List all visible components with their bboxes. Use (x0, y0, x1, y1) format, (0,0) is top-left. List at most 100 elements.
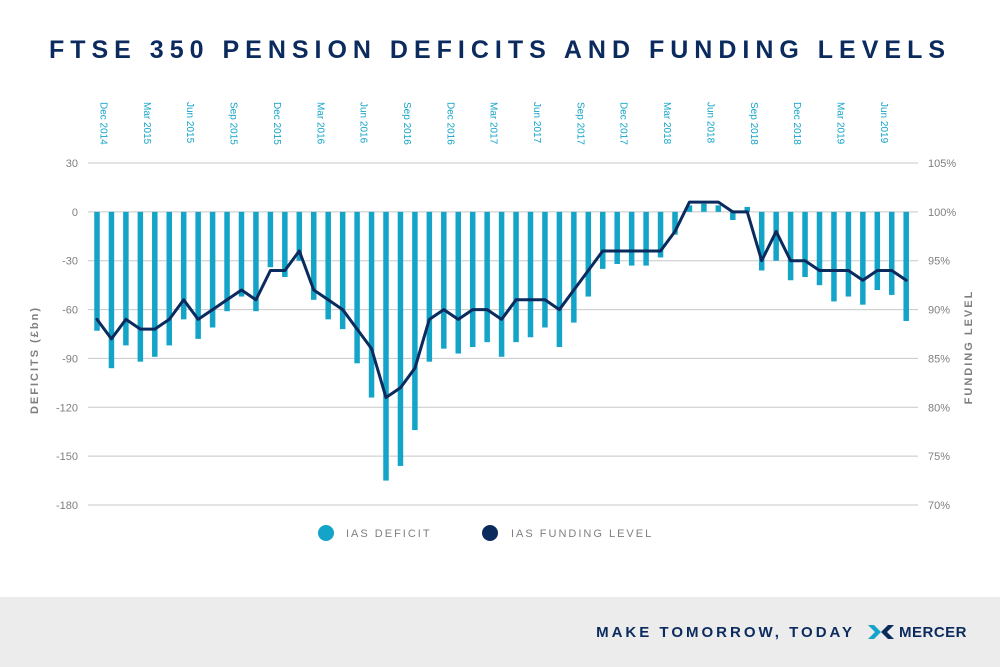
deficit-bar (137, 211, 144, 362)
left-tick-label: -180 (56, 500, 78, 512)
funding-point (355, 327, 359, 331)
deficit-bar (903, 211, 909, 321)
deficit-bar (513, 211, 519, 343)
legend-deficit-marker (318, 525, 334, 541)
funding-point (659, 249, 662, 253)
funding-point (312, 288, 315, 292)
deficit-bar (296, 211, 303, 261)
funding-point (153, 327, 156, 331)
x-tick-label: Dec 2017 (618, 102, 629, 145)
x-tick-label: Mar 2018 (661, 102, 672, 145)
chart-title: FTSE 350 PENSION DEFICITS AND FUNDING LE… (48, 36, 952, 64)
funding-point (702, 200, 706, 204)
x-tick-label: Mar 2017 (488, 102, 499, 145)
funding-point (717, 200, 720, 204)
deficit-bar (643, 211, 649, 266)
funding-point (644, 249, 648, 253)
x-tick-label: Mar 2016 (314, 102, 325, 145)
left-tick-label: 30 (66, 158, 78, 170)
funding-point (876, 269, 879, 272)
funding-point (774, 230, 778, 233)
funding-point (485, 308, 489, 311)
funding-point (832, 269, 836, 272)
x-tick-label: Sep 2018 (748, 102, 759, 145)
funding-point (384, 396, 388, 399)
funding-point (601, 249, 604, 253)
right-tick-label: 105% (928, 158, 956, 170)
right-tick-label: 80% (928, 402, 950, 414)
logo-text: MERCER (898, 623, 967, 641)
left-tick-label: -150 (56, 451, 78, 463)
deficit-bar (354, 211, 360, 364)
funding-point (428, 318, 431, 321)
x-tick-label: Dec 2015 (271, 102, 282, 145)
x-tick-label: Sep 2017 (574, 102, 585, 145)
deficit-bar (787, 211, 794, 281)
x-tick-label: Sep 2015 (228, 102, 239, 145)
deficit-bar (412, 211, 418, 431)
funding-point (789, 259, 792, 262)
deficit-bar (571, 211, 577, 323)
funding-point (399, 386, 402, 389)
deficit-bar (614, 211, 620, 264)
x-tick-label: Dec 2016 (444, 102, 455, 145)
funding-point (110, 337, 113, 341)
deficit-bar (845, 211, 852, 297)
deficit-bar (426, 211, 433, 362)
x-axis-date-ticks: Dec 2014 Mar 2015 Jun 2015 Sep 2015 Dec 2015… (98, 102, 889, 145)
deficit-bar (802, 211, 808, 277)
right-axis-label: FUNDING LEVEL (963, 290, 975, 405)
left-tick-label: -120 (56, 402, 78, 414)
deficit-bars (94, 203, 909, 481)
funding-point (572, 288, 576, 292)
x-tick-label: Mar 2019 (834, 102, 845, 145)
funding-point (283, 269, 287, 272)
left-axis-label: DEFICITS (£bn) (29, 306, 41, 414)
deficit-bar (397, 211, 404, 466)
funding-point (298, 249, 301, 253)
funding-point (254, 298, 258, 301)
deficit-bar (152, 211, 158, 357)
deficit-bar (758, 211, 765, 271)
deficit-bar (383, 211, 389, 481)
deficit-bar (860, 211, 866, 305)
x-tick-label: Dec 2014 (98, 102, 109, 145)
funding-point (471, 308, 474, 311)
funding-point (731, 210, 734, 214)
deficit-bar (441, 211, 447, 349)
funding-point (457, 318, 460, 321)
funding-point (225, 298, 229, 301)
funding-point (587, 269, 590, 272)
funding-point (168, 318, 171, 321)
deficit-bar (253, 211, 259, 312)
funding-point (500, 318, 503, 321)
funding-point (413, 367, 417, 370)
x-tick-label: Jun 2017 (531, 102, 542, 144)
funding-point (95, 318, 99, 321)
funding-point (616, 249, 619, 253)
deficit-bar (600, 211, 606, 269)
right-tick-label: 95% (928, 256, 950, 268)
deficit-bar (701, 203, 707, 212)
funding-point (630, 249, 633, 253)
mercer-logo: MERCER (867, 622, 967, 642)
funding-point (905, 279, 908, 282)
tagline: MAKE TOMORROW, TODAY (596, 624, 855, 641)
deficit-bar (816, 211, 823, 286)
deficit-bar (180, 211, 187, 320)
x-tick-label: Jun 2015 (184, 102, 195, 144)
funding-point (818, 269, 821, 272)
deficit-bar (484, 211, 490, 343)
x-tick-label: Jun 2016 (358, 102, 369, 144)
deficit-bar (831, 211, 837, 302)
deficit-bar (209, 211, 216, 328)
deficit-bar (730, 211, 736, 220)
deficit-bar (715, 205, 722, 212)
funding-point (746, 210, 749, 214)
deficit-bar (686, 205, 693, 212)
legend-funding-marker (482, 525, 498, 541)
deficit-bar (527, 211, 534, 338)
funding-level-line (95, 200, 908, 400)
right-tick-label: 85% (928, 353, 950, 365)
deficit-bar (311, 211, 317, 300)
